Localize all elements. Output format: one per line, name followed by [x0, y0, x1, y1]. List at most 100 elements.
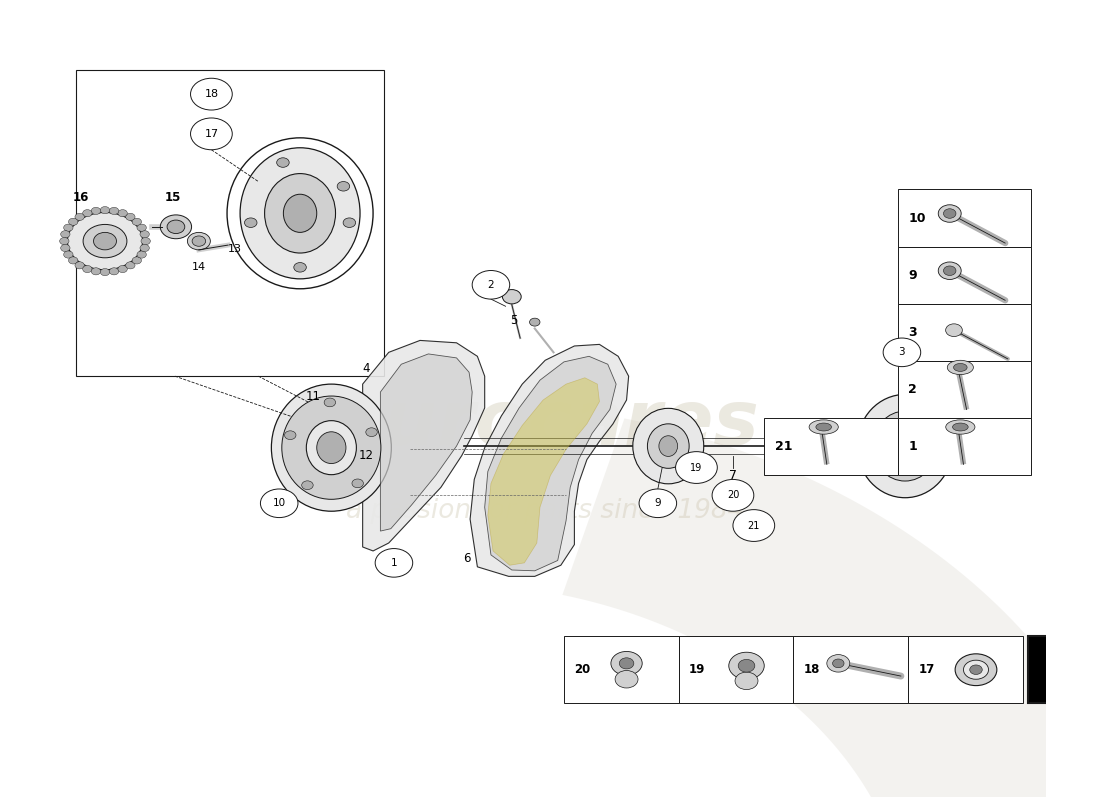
Ellipse shape [82, 210, 92, 217]
Circle shape [472, 270, 509, 299]
Text: 19: 19 [689, 663, 705, 676]
Ellipse shape [277, 158, 289, 167]
Ellipse shape [529, 318, 540, 326]
Ellipse shape [306, 421, 356, 474]
Ellipse shape [632, 408, 704, 484]
Ellipse shape [872, 411, 937, 481]
Text: 6: 6 [463, 552, 471, 566]
Ellipse shape [827, 654, 850, 672]
Ellipse shape [91, 268, 100, 275]
Ellipse shape [84, 225, 126, 258]
Text: 8: 8 [918, 342, 927, 355]
Polygon shape [562, 418, 1100, 800]
Ellipse shape [810, 420, 838, 434]
Ellipse shape [857, 394, 953, 498]
Circle shape [190, 118, 232, 150]
Text: 19: 19 [691, 462, 703, 473]
Ellipse shape [94, 232, 117, 250]
Ellipse shape [619, 658, 634, 669]
Ellipse shape [964, 660, 989, 679]
Ellipse shape [244, 218, 257, 227]
Ellipse shape [125, 262, 135, 269]
Text: 2: 2 [909, 383, 917, 396]
Ellipse shape [285, 431, 296, 439]
Ellipse shape [240, 148, 360, 279]
Circle shape [883, 338, 921, 366]
Ellipse shape [161, 215, 191, 238]
Ellipse shape [91, 207, 100, 214]
Text: 20: 20 [574, 663, 591, 676]
Text: 8: 8 [958, 465, 967, 478]
Ellipse shape [944, 209, 956, 218]
Polygon shape [485, 356, 616, 571]
Text: 1: 1 [909, 440, 917, 454]
Ellipse shape [64, 251, 73, 258]
Ellipse shape [338, 182, 350, 191]
Ellipse shape [284, 194, 317, 232]
Ellipse shape [141, 238, 151, 245]
Ellipse shape [343, 218, 355, 227]
Ellipse shape [265, 174, 336, 253]
Bar [898, 246, 1032, 304]
Bar [898, 304, 1032, 361]
Text: 7: 7 [729, 469, 737, 482]
Ellipse shape [301, 481, 314, 490]
Circle shape [190, 78, 232, 110]
Ellipse shape [75, 262, 85, 269]
Ellipse shape [132, 257, 142, 264]
Circle shape [375, 549, 412, 577]
Circle shape [733, 510, 774, 542]
Ellipse shape [938, 205, 961, 222]
Text: 10: 10 [909, 211, 926, 225]
Text: 9: 9 [654, 498, 661, 508]
Text: 14: 14 [191, 262, 206, 271]
Text: 2: 2 [487, 280, 494, 290]
Text: 1: 1 [390, 558, 397, 568]
Ellipse shape [167, 220, 185, 234]
Text: 3: 3 [909, 326, 916, 339]
Ellipse shape [833, 659, 844, 668]
Ellipse shape [100, 269, 110, 276]
Text: 5: 5 [510, 314, 518, 327]
Text: eurocares: eurocares [331, 387, 759, 461]
Ellipse shape [947, 360, 974, 374]
Ellipse shape [294, 262, 306, 272]
Ellipse shape [192, 236, 206, 246]
Ellipse shape [67, 213, 143, 270]
Ellipse shape [68, 257, 78, 264]
Circle shape [261, 489, 298, 518]
Ellipse shape [946, 324, 962, 337]
Ellipse shape [944, 266, 956, 275]
Text: 12: 12 [359, 449, 373, 462]
Ellipse shape [187, 232, 210, 250]
Ellipse shape [64, 224, 73, 231]
Text: ◄: ◄ [1071, 647, 1087, 667]
Text: 9: 9 [909, 269, 916, 282]
Polygon shape [381, 354, 472, 531]
Bar [564, 636, 679, 703]
Ellipse shape [68, 218, 78, 226]
Ellipse shape [503, 290, 521, 304]
Ellipse shape [109, 268, 119, 275]
Text: 20: 20 [727, 490, 739, 500]
Text: 10: 10 [273, 498, 286, 508]
Text: 18: 18 [205, 89, 219, 99]
Text: 21: 21 [774, 440, 792, 454]
Ellipse shape [659, 436, 678, 457]
Text: 407 02: 407 02 [1055, 680, 1100, 693]
Ellipse shape [352, 479, 363, 488]
Circle shape [712, 479, 754, 511]
Bar [76, 70, 384, 376]
Bar [679, 636, 793, 703]
Ellipse shape [610, 651, 642, 675]
Ellipse shape [954, 363, 967, 371]
Text: 3: 3 [899, 347, 905, 358]
Polygon shape [363, 341, 485, 551]
Bar [793, 636, 909, 703]
Ellipse shape [324, 398, 336, 406]
Ellipse shape [140, 245, 150, 251]
Bar [764, 418, 898, 475]
Bar [898, 418, 1032, 475]
Ellipse shape [955, 654, 997, 686]
Ellipse shape [648, 424, 689, 468]
